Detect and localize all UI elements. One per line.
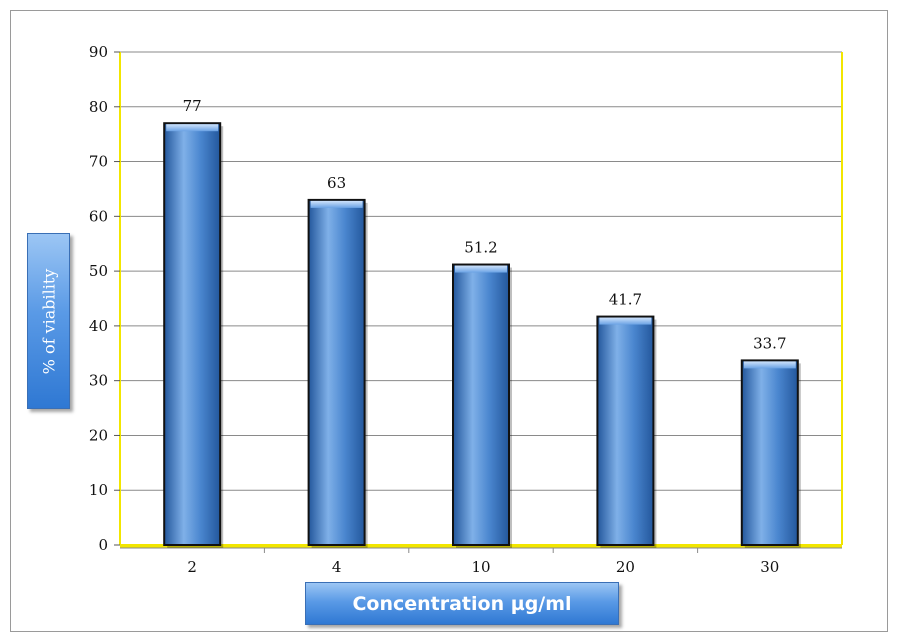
y-tick-label: 20	[89, 426, 108, 444]
bar-cap	[310, 200, 363, 208]
data-label: 77	[183, 97, 202, 115]
x-tick-label: 30	[760, 558, 779, 576]
y-tick-label: 70	[89, 153, 108, 171]
x-tick-labels: 2 4 10 20 30	[187, 558, 779, 576]
bar	[307, 198, 366, 546]
bar-cap	[743, 361, 796, 369]
bar-cap	[166, 124, 219, 132]
gridlines	[120, 51, 842, 491]
bar	[596, 315, 655, 546]
bar-cap	[599, 317, 652, 325]
data-label: 33.7	[753, 334, 786, 352]
bar	[163, 122, 222, 546]
y-tick-label: 80	[89, 98, 108, 116]
x-tick-label: 2	[187, 558, 197, 576]
y-tick-label: 30	[89, 372, 108, 390]
data-labels: 77 63 51.2 41.7 33.7	[183, 97, 787, 352]
x-axis-title-text: Concentration µg/ml	[352, 592, 572, 615]
x-axis-title: Concentration µg/ml	[305, 582, 619, 625]
y-tick-labels: 0 10 20 30 40 50 60 70 80 90	[89, 43, 108, 554]
bars	[163, 122, 801, 548]
y-tick-label: 10	[89, 481, 108, 499]
y-tick-label: 40	[89, 317, 108, 335]
bar-cap	[455, 265, 507, 273]
y-axis-title: % of viability	[27, 233, 70, 409]
y-tick-label: 50	[89, 262, 108, 280]
data-label: 51.2	[464, 239, 497, 257]
y-tick-label: 0	[98, 536, 108, 554]
bar	[740, 359, 799, 546]
x-tick-label: 4	[332, 558, 342, 576]
y-tick-label: 90	[89, 43, 108, 61]
y-axis-title-text: % of viability	[39, 268, 58, 374]
x-tick-label: 10	[471, 558, 490, 576]
y-tick-label: 60	[89, 207, 108, 225]
data-label: 41.7	[609, 291, 642, 309]
x-tick-label: 20	[616, 558, 635, 576]
bar	[452, 263, 510, 546]
data-label: 63	[327, 174, 346, 192]
